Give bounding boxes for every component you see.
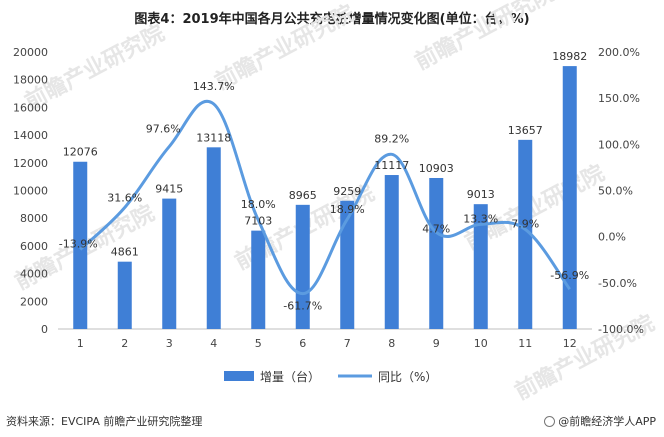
- y-left-tick-label: 6000: [20, 240, 48, 253]
- yoy-line: [79, 99, 571, 296]
- x-tick-label: 6: [299, 337, 306, 350]
- x-tick-label: 9: [433, 337, 440, 350]
- bar: [562, 66, 577, 329]
- x-tick-label: 8: [388, 337, 395, 350]
- x-tick-label: 4: [210, 337, 217, 350]
- y-left-tick-label: 12000: [13, 157, 48, 170]
- x-tick-label: 1: [77, 337, 84, 350]
- x-tick-label: 7: [344, 337, 351, 350]
- bar-value-label: 9415: [155, 183, 183, 196]
- source-note: 资料来源：EVCIPA 前瞻产业研究院整理: [6, 415, 203, 428]
- y-left-tick-label: 2000: [20, 295, 48, 308]
- brand-credit: @前瞻经济学人APP: [544, 413, 656, 429]
- y-right-tick-label: 0.0%: [598, 231, 626, 244]
- y-left-tick-label: 8000: [20, 212, 48, 225]
- bar-value-label: 4861: [111, 246, 139, 259]
- bar: [340, 200, 355, 329]
- bar-value-label: 12076: [63, 146, 98, 159]
- brand-logo-icon: [544, 416, 556, 427]
- y-right-tick-label: 200.0%: [598, 46, 640, 59]
- bar: [162, 198, 177, 329]
- chart-title: 图表4：2019年中国各月公共充电桩增量情况变化图(单位：台，%): [134, 12, 530, 27]
- line-value-label: -13.9%: [59, 238, 98, 251]
- bar-value-label: 9013: [467, 188, 495, 201]
- watermark-text: 前瞻产业研究院: [411, 0, 559, 75]
- y-right-tick-label: 100.0%: [598, 138, 640, 151]
- x-tick-label: 11: [518, 337, 532, 350]
- bar-value-label: 9259: [333, 185, 361, 198]
- y-left-tick-label: 0: [41, 323, 48, 336]
- bar: [384, 175, 399, 329]
- bar: [206, 147, 221, 329]
- y-left-tick-label: 14000: [13, 129, 48, 142]
- line-value-label: 4.7%: [422, 222, 450, 235]
- line-value-label: 143.7%: [193, 80, 235, 93]
- bar-value-label: 7103: [244, 215, 272, 228]
- y-right-tick-label: -100.0%: [598, 323, 644, 336]
- legend-bar-label: 增量（台）: [260, 369, 320, 384]
- x-tick-label: 3: [166, 337, 173, 350]
- x-tick-label: 12: [563, 337, 577, 350]
- x-tick-label: 5: [255, 337, 262, 350]
- y-right-tick-label: -50.0%: [598, 277, 637, 290]
- line-value-label: 7.9%: [511, 217, 539, 230]
- legend-bar-swatch: [224, 371, 254, 381]
- y-right-tick-label: 50.0%: [598, 185, 633, 198]
- bar: [429, 177, 444, 329]
- brand-credit-text: @前瞻经济学人APP: [558, 415, 656, 428]
- bar: [73, 161, 88, 329]
- y-left-tick-label: 18000: [13, 74, 48, 87]
- bar-value-label: 18982: [552, 50, 587, 63]
- x-tick-label: 2: [121, 337, 128, 350]
- bar-value-label: 10903: [419, 162, 454, 175]
- x-tick-label: 10: [474, 337, 488, 350]
- line-value-label: 89.2%: [374, 132, 409, 145]
- y-left-tick-label: 4000: [20, 268, 48, 281]
- line-value-label: -61.7%: [283, 300, 322, 313]
- line-value-label: 31.6%: [107, 191, 142, 204]
- y-left-tick-label: 20000: [13, 46, 48, 59]
- line-value-label: 18.9%: [330, 203, 365, 216]
- line-value-label: 13.3%: [463, 212, 498, 225]
- legend-line-label: 同比（%）: [378, 370, 437, 384]
- line-value-label: 97.6%: [146, 123, 181, 136]
- bar-value-label: 11117: [374, 159, 409, 172]
- bar: [473, 204, 488, 329]
- y-right-tick-label: 150.0%: [598, 92, 640, 105]
- line-value-label: 18.0%: [241, 198, 276, 211]
- bar: [518, 139, 533, 329]
- bar-value-label: 13118: [196, 131, 231, 144]
- y-left-tick-label: 10000: [13, 185, 48, 198]
- line-value-label: -56.9%: [550, 269, 589, 282]
- bar: [295, 204, 310, 329]
- bar-value-label: 13657: [508, 124, 543, 137]
- bar: [117, 261, 132, 329]
- bar-value-label: 8965: [289, 189, 317, 202]
- chart: 前瞻产业研究院前瞻产业研究院前瞻产业研究院前瞻产业研究院前瞻产业研究院前瞻产业研…: [11, 0, 659, 405]
- y-left-tick-label: 16000: [13, 101, 48, 114]
- bar: [251, 230, 266, 329]
